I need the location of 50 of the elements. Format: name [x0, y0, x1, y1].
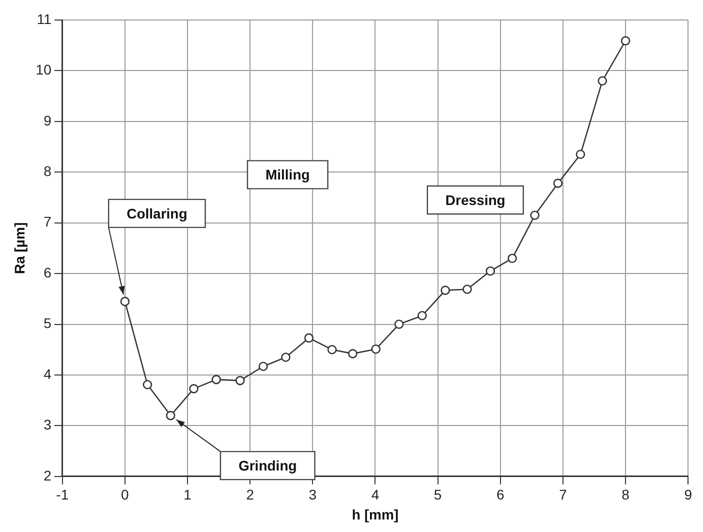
point	[212, 374, 221, 384]
x-tick-label: -1	[56, 486, 69, 503]
y-tick-label: 11	[36, 10, 52, 27]
point	[508, 254, 517, 263]
x-tick-label: 6	[496, 486, 504, 503]
point	[348, 349, 358, 358]
x-tick-label: 0	[121, 486, 130, 503]
annotation: Grinding	[238, 457, 297, 474]
y-tick-label: 8	[44, 162, 52, 179]
x-tick-label: 4	[371, 486, 380, 503]
x-tick-label: 9	[684, 486, 692, 503]
point	[142, 380, 152, 390]
x-tick-label: 5	[434, 486, 442, 503]
x-tick-label: 7	[559, 486, 568, 503]
x-tick-label: 8	[622, 486, 630, 503]
point	[120, 296, 130, 306]
point	[486, 266, 496, 276]
y-tick-label: 2	[44, 467, 52, 484]
x-tick-label: 1	[184, 486, 192, 503]
point	[530, 210, 540, 220]
point	[598, 76, 608, 86]
point	[462, 284, 472, 294]
point	[281, 352, 290, 362]
y-tick-label: 4	[44, 366, 52, 382]
point	[189, 384, 198, 394]
point	[576, 150, 586, 160]
y-axis-title: Ra [µm]	[11, 222, 28, 274]
point	[304, 333, 314, 343]
point	[553, 178, 563, 188]
x-axis-title: h [mm]	[352, 506, 399, 522]
point	[371, 344, 381, 354]
y-tick-label: 10	[36, 62, 52, 78]
point	[327, 344, 337, 354]
y-tick-label: 6	[44, 264, 52, 280]
y-tick-label: 7	[44, 214, 52, 230]
point	[235, 376, 245, 386]
point	[440, 286, 450, 295]
y-tick-label: 3	[44, 416, 52, 433]
annotation: Milling	[265, 166, 310, 183]
point	[418, 310, 427, 320]
point	[166, 410, 176, 420]
annotation: Dressing	[445, 192, 506, 208]
x-tick-label: 3	[308, 486, 317, 503]
x-tick-label: 2	[246, 486, 254, 503]
y-tick-label: 9	[44, 112, 52, 128]
annotation: Collaring	[126, 205, 188, 222]
point	[258, 362, 268, 372]
y-tick-label: 5	[44, 315, 52, 332]
point	[394, 320, 404, 329]
point	[620, 36, 630, 46]
